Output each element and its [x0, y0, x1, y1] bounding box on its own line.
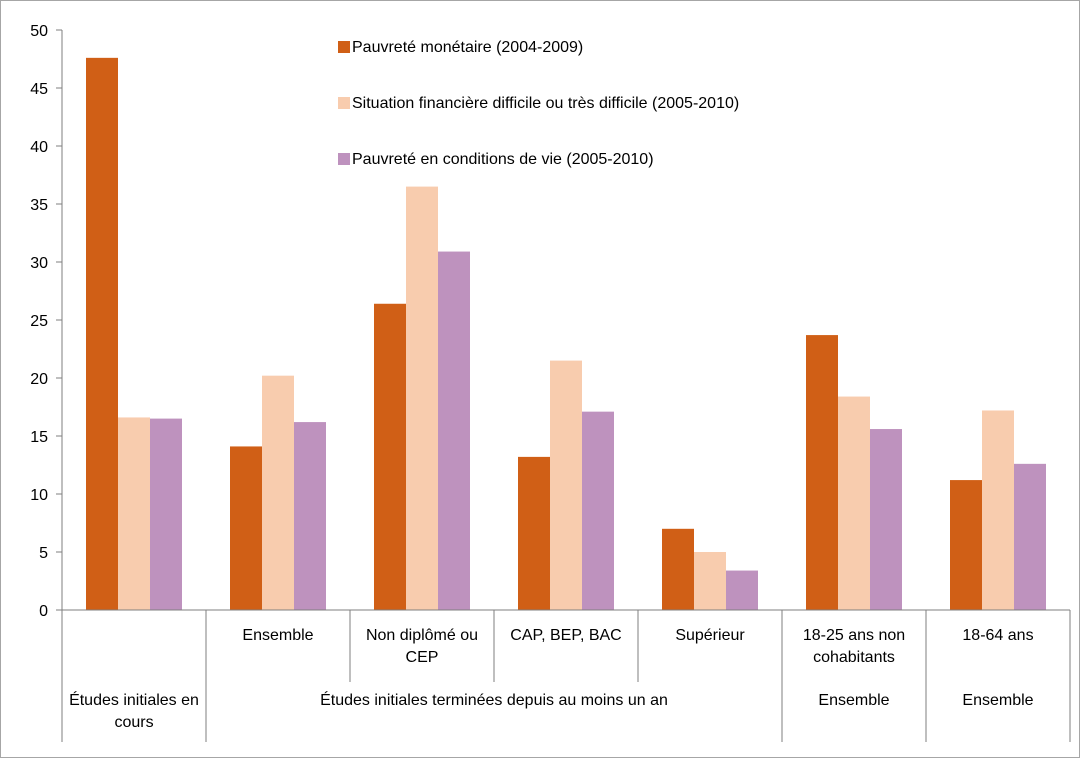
y-tick-label: 30 — [30, 255, 48, 272]
legend-label: Pauvreté en conditions de vie (2005-2010… — [352, 151, 654, 168]
bar — [806, 335, 838, 610]
group-label: Études initiales en — [69, 690, 199, 709]
category-label: 18-64 ans — [962, 627, 1033, 644]
group-label: Études initiales terminées depuis au moi… — [320, 690, 668, 709]
bar — [230, 446, 262, 610]
legend: Pauvreté monétaire (2004-2009) Situation … — [338, 39, 739, 168]
y-tick-label: 10 — [30, 487, 48, 504]
bar — [726, 570, 758, 610]
category-label: Non diplômé ou — [366, 627, 478, 644]
bar — [150, 418, 182, 610]
bar — [1014, 463, 1046, 610]
category-label: Supérieur — [675, 627, 745, 644]
category-label: 18-25 ans non — [803, 627, 905, 644]
bar — [582, 411, 614, 610]
bar — [838, 396, 870, 610]
y-tick-label: 15 — [30, 429, 48, 446]
bar — [870, 429, 902, 610]
bar — [518, 456, 550, 610]
y-tick-label: 5 — [39, 545, 48, 562]
category-label: CAP, BEP, BAC — [510, 627, 621, 644]
bar — [86, 57, 118, 610]
category-label: CEP — [406, 649, 439, 666]
legend-swatch — [338, 153, 350, 165]
group-label: cours — [114, 714, 153, 731]
bar — [550, 360, 582, 610]
group-label: Ensemble — [962, 692, 1033, 709]
bar — [950, 480, 982, 610]
bar — [262, 375, 294, 610]
y-tick-label: 20 — [30, 371, 48, 388]
bar — [438, 251, 470, 610]
bar — [662, 528, 694, 610]
y-tick-label: 40 — [30, 139, 48, 156]
bar — [406, 186, 438, 610]
bars — [86, 57, 1046, 610]
y-tick-label: 35 — [30, 197, 48, 214]
y-tick-label: 0 — [39, 603, 48, 620]
group-label: Ensemble — [818, 692, 889, 709]
bar — [118, 417, 150, 610]
bar — [374, 303, 406, 610]
y-tick-label: 25 — [30, 313, 48, 330]
bar — [694, 552, 726, 610]
y-tick-label: 50 — [30, 23, 48, 40]
legend-label: Situation financière difficile ou très d… — [352, 95, 739, 112]
legend-label: Pauvreté monétaire (2004-2009) — [352, 39, 583, 56]
category-label: Ensemble — [242, 627, 313, 644]
y-tick-label: 45 — [30, 81, 48, 98]
legend-swatch — [338, 41, 350, 53]
bar — [294, 422, 326, 610]
bar — [982, 410, 1014, 610]
category-label: cohabitants — [813, 649, 895, 666]
legend-swatch — [338, 97, 350, 109]
x-axis: Ensemble Non diplômé ou CEP CAP, BEP, BAC Su… — [61, 609, 1071, 742]
